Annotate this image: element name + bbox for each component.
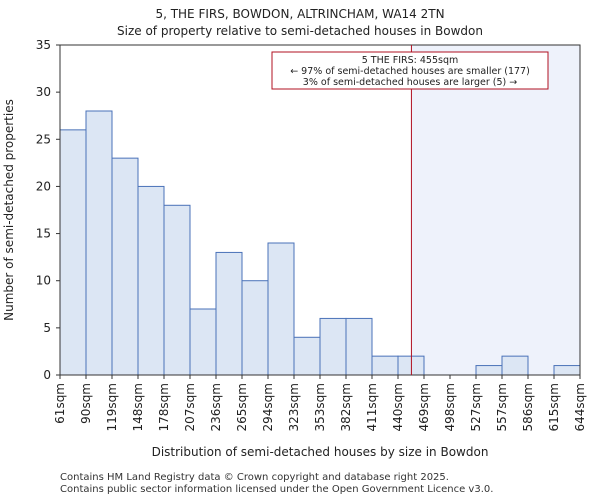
x-tick-label: 498sqm bbox=[443, 383, 457, 431]
footer-line-2: Contains public sector information licen… bbox=[60, 484, 494, 495]
histogram-bar bbox=[553, 365, 581, 376]
x-tick-label: 178sqm bbox=[157, 383, 171, 431]
histogram-bar bbox=[163, 204, 191, 376]
histogram-bar bbox=[189, 308, 217, 376]
x-tick-label: 382sqm bbox=[339, 383, 353, 431]
x-tick-label: 265sqm bbox=[235, 383, 249, 431]
x-tick-label: 527sqm bbox=[469, 383, 483, 431]
x-tick-label: 61sqm bbox=[53, 383, 67, 424]
x-tick-label: 90sqm bbox=[79, 383, 93, 424]
histogram-bar bbox=[371, 355, 399, 376]
annotation-line-2: ← 97% of semi-detached houses are smalle… bbox=[290, 66, 530, 77]
histogram-bar bbox=[475, 365, 503, 376]
annotation-line-1: 5 THE FIRS: 455sqm bbox=[362, 55, 459, 66]
x-tick-label: 557sqm bbox=[495, 383, 509, 431]
x-tick-label: 469sqm bbox=[417, 383, 431, 431]
histogram-bar bbox=[501, 355, 529, 376]
histogram-bar bbox=[293, 336, 321, 376]
histogram-bar bbox=[215, 251, 243, 376]
larger-region-shade bbox=[411, 45, 580, 375]
x-tick-label: 353sqm bbox=[313, 383, 327, 431]
x-tick-label: 440sqm bbox=[391, 383, 405, 431]
histogram-bar bbox=[319, 317, 347, 376]
histogram-bar bbox=[137, 185, 165, 376]
x-tick-label: 411sqm bbox=[365, 383, 379, 431]
y-tick-label: 5 bbox=[43, 321, 51, 335]
x-tick-label: 586sqm bbox=[521, 383, 535, 431]
histogram-bar bbox=[85, 110, 113, 376]
y-tick-label: 30 bbox=[36, 85, 51, 99]
x-tick-label: 119sqm bbox=[105, 383, 119, 431]
x-axis-label: Distribution of semi-detached houses by … bbox=[152, 445, 489, 459]
histogram-bar bbox=[267, 242, 295, 376]
histogram-bar bbox=[345, 317, 373, 376]
histogram-bar bbox=[111, 157, 139, 376]
footer-line-1: Contains HM Land Registry data © Crown c… bbox=[60, 472, 449, 483]
histogram-bar bbox=[241, 280, 269, 376]
y-tick-label: 25 bbox=[36, 132, 51, 146]
x-tick-label: 148sqm bbox=[131, 383, 145, 431]
y-tick-label: 10 bbox=[36, 274, 51, 288]
y-tick-label: 15 bbox=[36, 227, 51, 241]
chart-title: 5, THE FIRS, BOWDON, ALTRINCHAM, WA14 2T… bbox=[155, 7, 445, 21]
x-tick-label: 644sqm bbox=[573, 383, 587, 431]
x-tick-label: 294sqm bbox=[261, 383, 275, 431]
histogram-bar bbox=[59, 129, 87, 376]
x-tick-label: 207sqm bbox=[183, 383, 197, 431]
annotation-box bbox=[271, 51, 549, 90]
y-tick-label: 0 bbox=[43, 368, 51, 382]
y-axis-label: Number of semi-detached properties bbox=[2, 99, 16, 321]
x-tick-label: 236sqm bbox=[209, 383, 223, 431]
x-tick-label: 615sqm bbox=[547, 383, 561, 431]
chart-subtitle: Size of property relative to semi-detach… bbox=[117, 24, 483, 38]
annotation-line-3: 3% of semi-detached houses are larger (5… bbox=[303, 77, 517, 88]
y-tick-label: 20 bbox=[36, 179, 51, 193]
x-tick-label: 323sqm bbox=[287, 383, 301, 431]
y-tick-label: 35 bbox=[36, 38, 51, 52]
